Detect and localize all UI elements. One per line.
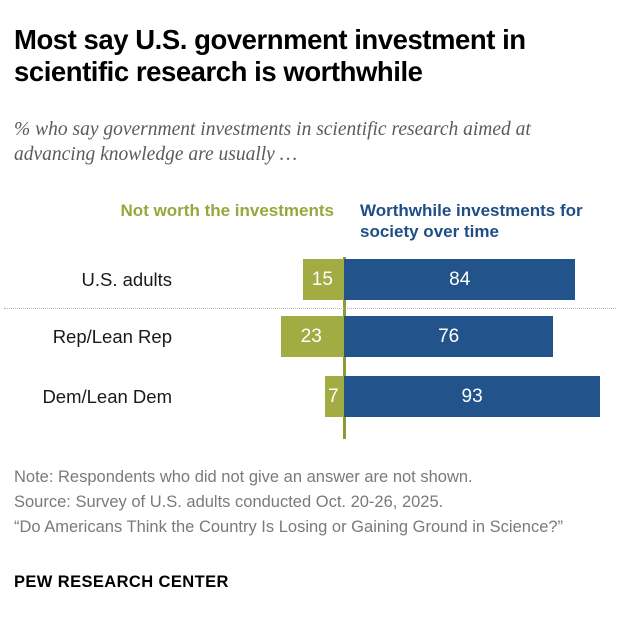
bar-value-worthwhile: 76 [438,326,460,347]
bar-worthwhile: 84 [344,259,576,300]
bar-value-worthwhile: 84 [449,269,471,290]
bar-not-worth: 7 [324,376,344,417]
note-line-1: Note: Respondents who did not give an an… [14,468,473,486]
bar-value-not-worth: 7 [328,386,339,407]
chart-notes: Note: Respondents who did not give an an… [14,465,610,540]
note-line-2: Source: Survey of U.S. adults conducted … [14,493,444,511]
bar-value-not-worth: 23 [300,326,322,347]
bar-value-not-worth: 15 [311,269,333,290]
legend-label-worthwhile: Worthwhile investments for society over … [360,201,583,241]
chart-row: Rep/Lean Rep 23 76 [0,316,620,357]
bar-value-worthwhile: 93 [461,386,483,407]
chart-row: U.S. adults 15 84 [0,259,620,300]
legend-label-not-worth: Not worth the investments [120,201,334,220]
note-line-3: “Do Americans Think the Country Is Losin… [14,518,564,536]
row-label: U.S. adults [81,268,173,290]
chart-subtitle: % who say government investments in scie… [14,119,531,165]
row-separator [4,308,616,310]
bar-not-worth: 23 [280,316,344,357]
chart-plot-area: U.S. adults 15 84 Rep/Lean Rep 23 76 Dem/Lean … [0,255,620,440]
page-title: Most say U.S. government investment in s… [14,24,526,87]
pew-research-center-brand: PEW RESEARCH CENTER [14,573,229,591]
bar-worthwhile: 76 [344,316,554,357]
bar-not-worth: 15 [302,259,344,300]
bar-worthwhile: 93 [344,376,601,417]
row-label: Dem/Lean Dem [42,385,172,407]
row-label: Rep/Lean Rep [52,325,172,347]
chart-row: Dem/Lean Dem 7 93 [0,376,620,417]
